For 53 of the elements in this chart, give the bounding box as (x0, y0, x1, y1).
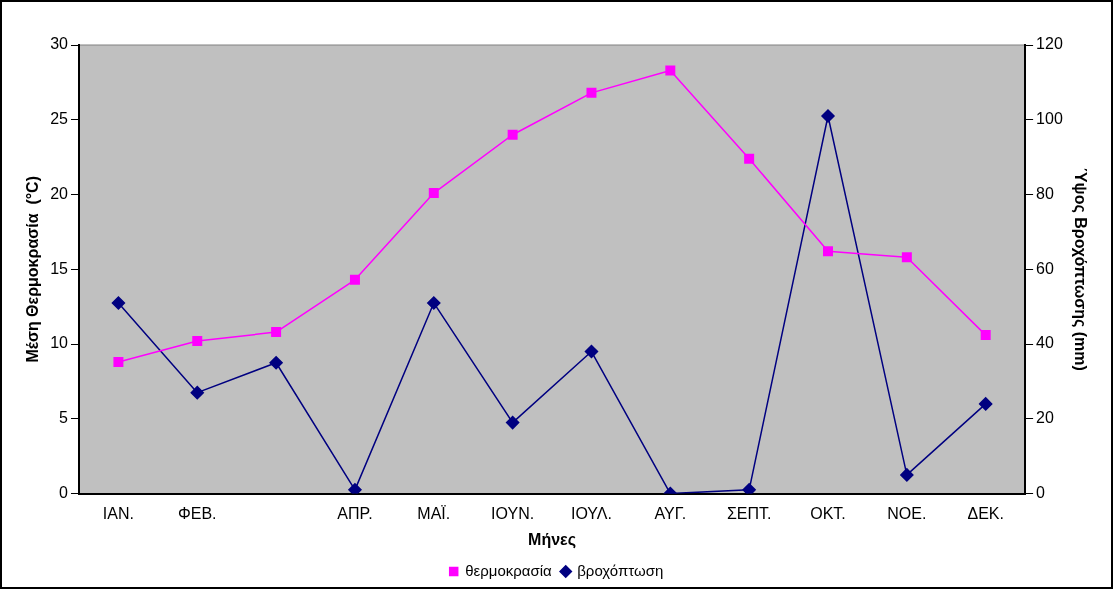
x-tick-label: ΑΠΡ. (337, 504, 373, 522)
y2-tick-label: 60 (1036, 259, 1054, 277)
x-tick-label: ΙΟΥΝ. (491, 504, 535, 522)
point (269, 356, 283, 370)
point (900, 468, 914, 482)
y2-axis-title: Ύψος Βροχόπτωσης (mm) (1070, 167, 1089, 371)
x-tick-label: ΜΑΪ. (417, 504, 451, 522)
y-tick-label: 5 (59, 409, 69, 427)
y2-tick-label: 100 (1036, 110, 1063, 128)
point (113, 357, 124, 367)
y2-tick-label: 80 (1036, 184, 1054, 202)
point (348, 483, 362, 494)
point (428, 188, 439, 199)
point (586, 87, 597, 98)
x-tick-label: ΟΚΤ. (810, 504, 846, 522)
y2-tick-label: 120 (1036, 35, 1063, 53)
point (978, 397, 993, 411)
y2-tick-label: 0 (1036, 484, 1046, 502)
x-tick-label: ΦΕΒ. (177, 504, 217, 522)
y2-tick-label: 20 (1036, 409, 1054, 427)
x-axis-title: Μήνες (528, 530, 577, 549)
x-tick-label: ΔΕΚ. (967, 504, 1004, 522)
point (507, 129, 518, 140)
y-axis-title: Μέση Θερμοκρασία (°C) (24, 176, 42, 363)
y-tick-label: 10 (50, 334, 69, 352)
x-tick-label: ΙΑΝ. (102, 504, 134, 522)
x-tick-label: ΑΥΓ. (654, 504, 687, 522)
legend-label: θερμοκρασία (465, 561, 553, 579)
point (744, 153, 755, 164)
point (821, 109, 835, 123)
point (980, 330, 991, 341)
point (427, 296, 441, 310)
x-tick-label: ΙΟΥΛ. (570, 504, 612, 522)
x-tick-label: ΝΟΕ. (887, 504, 927, 522)
y-tick-label: 15 (50, 259, 69, 277)
y-tick-label: 30 (50, 35, 69, 53)
point (823, 246, 833, 257)
point (742, 483, 756, 494)
point (349, 274, 360, 285)
point (190, 385, 205, 400)
y2-tick-label: 40 (1036, 334, 1054, 352)
y-tick-label: 0 (59, 484, 69, 502)
point (665, 65, 676, 76)
point (271, 327, 282, 338)
x-tick-label: ΣΕΠΤ. (726, 504, 772, 522)
point (584, 344, 599, 359)
point (192, 336, 203, 347)
y-tick-label: 20 (50, 184, 69, 202)
legend-label: βροχόπτωση (577, 561, 664, 579)
point (505, 415, 520, 430)
point (111, 296, 126, 310)
y-tick-label: 25 (50, 110, 69, 128)
point (901, 252, 912, 263)
